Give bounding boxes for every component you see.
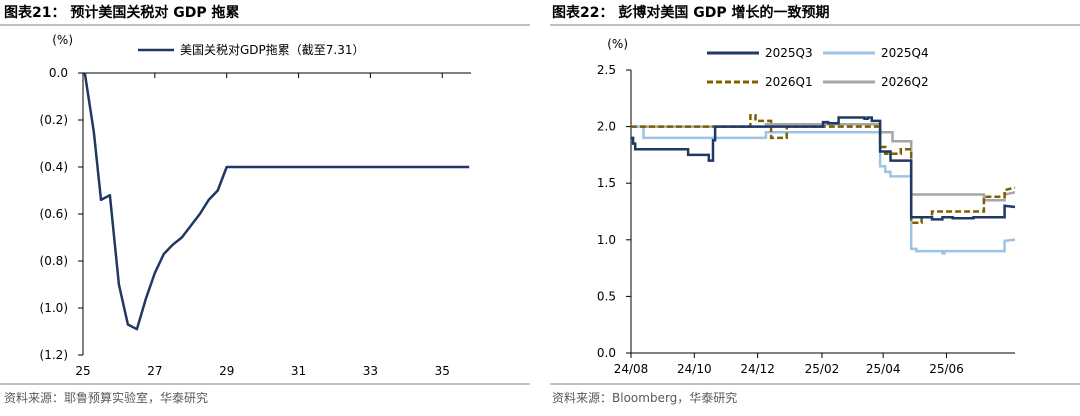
left-y-unit: (%) [52, 33, 73, 47]
right-series-line-2025Q3 [631, 116, 1016, 221]
right-legend-label: 2025Q3 [765, 46, 813, 60]
right-legend-label: 2026Q1 [765, 75, 813, 89]
right-plot-area: 0.0 0.5 1.0 1.5 2.0 2.5 24/08 24/10 24/12 25/02 25… [597, 46, 1016, 376]
right-series-line-2026Q1 [631, 114, 1016, 225]
right-y-tick-label: 0.5 [597, 289, 616, 303]
left-y-tick-label: (0.6) [40, 207, 68, 221]
right-y-tick-label: 1.0 [597, 233, 616, 247]
right-x-tick-label: 25/02 [805, 362, 840, 376]
right-series-line-2025Q4 [631, 125, 1016, 255]
right-y-tick-label: 0.0 [597, 346, 616, 360]
left-legend-label: 美国关税对GDP拖累（截至7.31） [180, 43, 365, 57]
right-x-tick-label: 24/10 [677, 362, 712, 376]
left-x-tick-label: 31 [291, 364, 306, 378]
right-chart-header: 图表22： 彭博对美国 GDP 增长的一致预期 [552, 4, 829, 21]
left-y-tick-label: (0.4) [40, 160, 68, 174]
right-y-tick-label: 1.5 [597, 176, 616, 190]
left-x-tick-label: 35 [435, 364, 450, 378]
right-series-line-2026Q2 [631, 123, 1016, 202]
right-y-tick-label: 2.0 [597, 120, 616, 134]
left-y-tick-label: 0.0 [49, 66, 68, 80]
right-legend-label: 2025Q4 [881, 46, 929, 60]
left-x-tick-label: 33 [363, 364, 378, 378]
right-x-tick-label: 24/12 [740, 362, 775, 376]
left-source-note: 资料来源：耶鲁预算实验室，华泰研究 [4, 390, 208, 405]
right-y-unit: (%) [607, 37, 628, 51]
left-y-tick-label: (0.2) [40, 113, 68, 127]
left-y-tick-label: (1.0) [40, 301, 68, 315]
right-x-tick-label: 24/08 [614, 362, 649, 376]
left-series-line [83, 72, 470, 331]
right-y-tick-label: 2.5 [597, 63, 616, 77]
right-x-tick-label: 25/06 [929, 362, 964, 376]
left-plot-area: 0.0 (0.2) (0.4) (0.6) (0.8) (1.0) (1.2) 25 27 29 3… [40, 43, 471, 378]
left-y-tick-label: (0.8) [40, 254, 68, 268]
left-chart-header: 图表21： 预计美国关税对 GDP 拖累 [4, 4, 239, 21]
left-x-tick-label: 25 [75, 364, 90, 378]
right-legend-label: 2026Q2 [881, 75, 929, 89]
left-y-tick-label: (1.2) [40, 348, 68, 362]
left-x-tick-label: 29 [219, 364, 234, 378]
right-x-tick-label: 25/04 [866, 362, 901, 376]
left-x-tick-label: 27 [147, 364, 162, 378]
right-source-note: 资料来源：Bloomberg，华泰研究 [552, 390, 737, 405]
